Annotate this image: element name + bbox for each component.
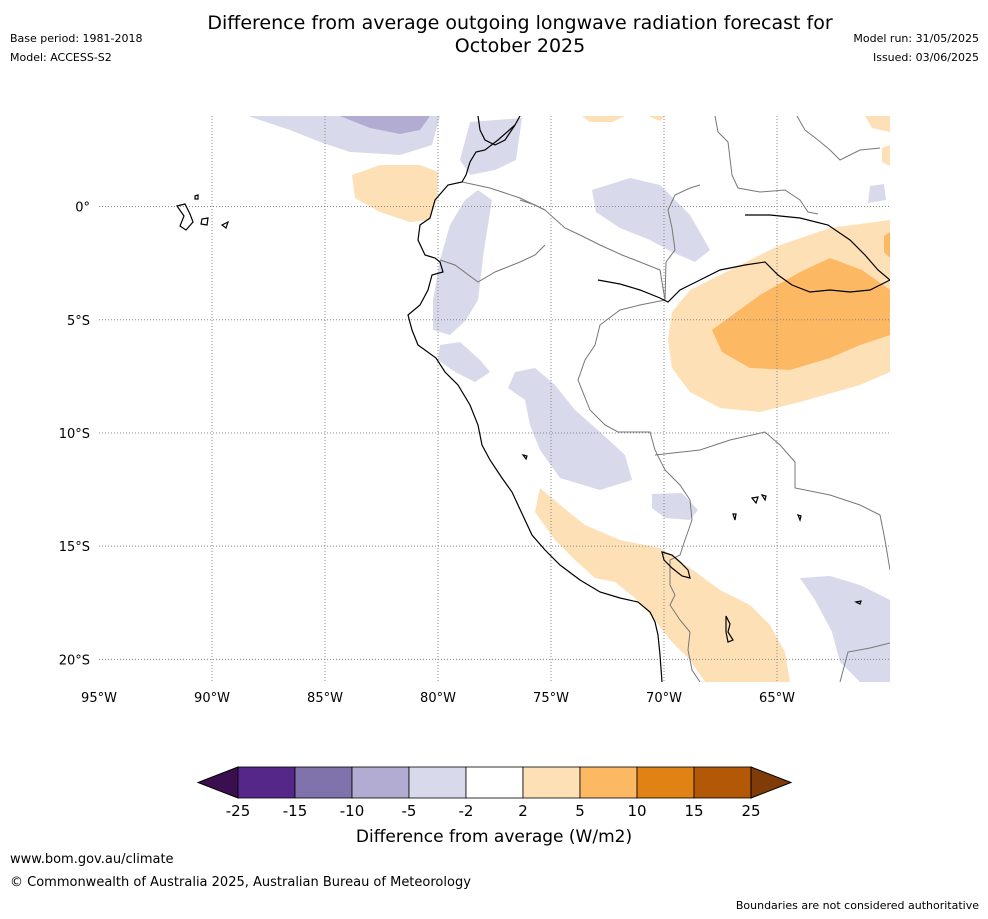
anomaly-area-pos-brazil-northeast bbox=[865, 116, 890, 132]
colorbar-extend-low bbox=[196, 766, 239, 799]
anomaly-area-neg-south-peru bbox=[652, 493, 698, 520]
latitude-label: 10°S bbox=[59, 427, 90, 442]
colorbar-tick-label: -10 bbox=[340, 802, 365, 820]
issued-label: Issued: 03/06/2025 bbox=[872, 51, 979, 64]
colorbar-swatches bbox=[196, 766, 793, 799]
disclaimer-text: Boundaries are not considered authoritat… bbox=[735, 899, 979, 912]
title-line-1: Difference from average outgoing longwav… bbox=[207, 12, 833, 34]
website-link[interactable]: www.bom.gov.au/climate bbox=[10, 852, 174, 867]
lake-bolivia-3 bbox=[732, 513, 737, 521]
latitude-label: 20°S bbox=[59, 653, 90, 668]
lake-paraguay bbox=[854, 600, 862, 605]
border-ecuador-peru bbox=[439, 244, 546, 283]
longitude-labels: 95°W 90°W 85°W 80°W 75°W 70°W 65°W bbox=[81, 691, 795, 706]
anomaly-area-neg-amazon-north bbox=[592, 178, 710, 262]
latitude-labels: 0° 5°S 10°S 15°S 20°S bbox=[59, 201, 90, 669]
longitude-label: 85°W bbox=[307, 691, 343, 706]
colorbar-tick-label: -25 bbox=[226, 802, 251, 820]
anomaly-area-pos-pacific-coast bbox=[352, 165, 438, 222]
base-period-label: Base period: 1981-2018 bbox=[10, 32, 143, 45]
colorbar-tick-label: 10 bbox=[627, 802, 646, 820]
coastlines bbox=[176, 116, 890, 682]
colorbar-extend-high bbox=[750, 766, 793, 799]
lake-bolivia-4 bbox=[796, 514, 802, 522]
border-bolivia-paraguay bbox=[839, 642, 890, 682]
longitude-label: 80°W bbox=[420, 691, 456, 706]
latitude-label: 0° bbox=[75, 201, 90, 216]
border-venezuela-brazil bbox=[796, 116, 881, 161]
anomaly-area-neg-central-peru bbox=[508, 368, 632, 490]
forecast-map: 95°W 90°W 85°W 80°W 75°W 70°W 65°W 0° 5°S 10°S 15… bbox=[59, 116, 890, 706]
border-bolivia-brazil bbox=[654, 431, 890, 571]
anomaly-area-neg-ecuador-coast bbox=[433, 190, 492, 335]
coast-caribbean bbox=[477, 116, 516, 146]
border-bolivia-chile-argentina bbox=[687, 631, 701, 682]
colorbar-title: Difference from average (W/m2) bbox=[356, 827, 632, 847]
country-borders bbox=[439, 116, 890, 682]
colorbar-tick-label: -15 bbox=[283, 802, 308, 820]
colorbar-swatch bbox=[465, 766, 524, 799]
anomaly-area-neg-brazil-east-small bbox=[868, 184, 886, 203]
latitude-label: 5°S bbox=[67, 314, 90, 329]
model-run-label: Model run: 31/05/2025 bbox=[853, 32, 979, 45]
border-colombia-venezuela bbox=[714, 116, 819, 215]
colorbar-swatch bbox=[237, 766, 296, 799]
longitude-label: 90°W bbox=[194, 691, 230, 706]
border-peru-bolivia bbox=[669, 519, 693, 633]
anomaly-area-pos-north-coast-2 bbox=[648, 116, 665, 121]
amazon-river bbox=[597, 261, 890, 303]
galapagos-isabela bbox=[176, 203, 194, 231]
anomaly-area-neg-peru-north bbox=[438, 342, 490, 382]
colorbar-swatch bbox=[351, 766, 410, 799]
colorbar-swatch bbox=[294, 766, 353, 799]
colorbar-swatch bbox=[693, 766, 752, 799]
lake-poopo bbox=[725, 615, 734, 643]
longitude-label: 75°W bbox=[533, 691, 569, 706]
colorbar-swatch bbox=[408, 766, 467, 799]
longitude-label: 70°W bbox=[646, 691, 682, 706]
longitude-label: 95°W bbox=[81, 691, 117, 706]
anomaly-area-pos-amazon-edge bbox=[884, 232, 890, 258]
model-label: Model: ACCESS-S2 bbox=[10, 51, 112, 64]
galapagos-north bbox=[194, 194, 199, 200]
lake-bolivia-1 bbox=[750, 496, 759, 505]
colorbar-swatch bbox=[522, 766, 581, 799]
colorbar-tick-label: 25 bbox=[741, 802, 760, 820]
colorbar-tick-labels: -25 -15 -10 -5 -2 2 5 10 15 25 bbox=[226, 802, 761, 820]
border-colombia-ecuador-peru bbox=[461, 181, 666, 301]
colorbar-tick-label: 15 bbox=[684, 802, 703, 820]
copyright-text: © Commonwealth of Australia 2025, Austra… bbox=[10, 875, 471, 890]
colorbar-tick-label: 2 bbox=[518, 802, 528, 820]
border-colombia-brazil bbox=[664, 184, 701, 301]
lake-bolivia-2 bbox=[760, 494, 767, 502]
title-line-2: October 2025 bbox=[454, 35, 586, 57]
anomaly-area-neg-north-pacific-core bbox=[340, 116, 430, 134]
island-peru-coast bbox=[521, 454, 528, 461]
colorbar-swatch bbox=[636, 766, 695, 799]
colorbar-tick-label: 5 bbox=[575, 802, 585, 820]
anomaly-area-pos-brazil-northeast-2 bbox=[882, 145, 890, 166]
anomaly-area-pos-north-coast-1 bbox=[582, 116, 625, 122]
anomaly-area-neg-bolivia-east bbox=[800, 576, 890, 682]
map-title: Difference from average outgoing longwav… bbox=[150, 12, 890, 58]
colorbar-swatch bbox=[579, 766, 638, 799]
colorbar-tick-label: -5 bbox=[402, 802, 417, 820]
longitude-label: 65°W bbox=[759, 691, 795, 706]
lake-titicaca bbox=[661, 551, 691, 579]
coast-pacific-north bbox=[407, 116, 663, 682]
amazon-river-north-branch bbox=[745, 214, 890, 281]
colorbar-tick-label: -2 bbox=[459, 802, 474, 820]
colorbar: -25 -15 -10 -5 -2 2 5 10 15 25 Difference from av… bbox=[196, 766, 793, 847]
grid-lines bbox=[99, 116, 890, 682]
galapagos-san-cristobal bbox=[220, 220, 230, 229]
border-peru-brazil bbox=[577, 299, 693, 521]
latitude-label: 15°S bbox=[59, 540, 90, 555]
anomaly-area-pos-amazon-core bbox=[712, 258, 890, 370]
galapagos-santa-cruz bbox=[200, 217, 209, 226]
border-ecuador-colombia-north bbox=[519, 199, 546, 211]
